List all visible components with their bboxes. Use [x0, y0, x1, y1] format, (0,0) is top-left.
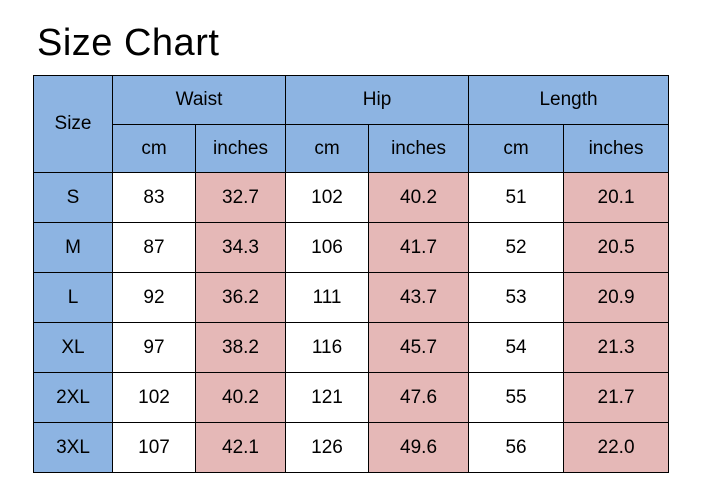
length-inches-cell: 20.9 [563, 272, 670, 323]
waist-cm-cell: 92 [112, 272, 196, 323]
hip-cm-cell: 121 [285, 372, 370, 423]
subheader-length-cm: cm [468, 124, 565, 173]
size-cell: S [33, 172, 113, 223]
table-row: XL 97 38.2 116 45.7 54 21.3 [33, 322, 670, 373]
hip-inches-cell: 45.7 [368, 322, 470, 373]
table-row: M 87 34.3 106 41.7 52 20.5 [33, 222, 670, 273]
size-cell: L [33, 272, 113, 323]
length-cm-cell: 55 [468, 372, 565, 423]
hip-inches-cell: 41.7 [368, 222, 470, 273]
length-cm-cell: 53 [468, 272, 565, 323]
column-group-waist: Waist [111, 75, 287, 125]
size-chart-table: Size Waist Hip Length cm inches cm inche… [33, 75, 670, 473]
hip-inches-cell: 49.6 [368, 422, 470, 473]
size-cell: M [33, 222, 113, 273]
page-title: Size Chart [37, 22, 220, 64]
subheader-length-inches: inches [563, 124, 670, 173]
waist-cm-cell: 97 [112, 322, 196, 373]
waist-inches-cell: 32.7 [194, 172, 287, 223]
waist-inches-cell: 34.3 [194, 222, 287, 273]
waist-inches-cell: 40.2 [194, 372, 287, 423]
waist-inches-cell: 42.1 [194, 422, 287, 473]
waist-cm-cell: 87 [112, 222, 196, 273]
table-row: 3XL 107 42.1 126 49.6 56 22.0 [33, 422, 670, 473]
subheader-waist-inches: inches [194, 124, 287, 173]
length-inches-cell: 21.7 [563, 372, 670, 423]
hip-cm-cell: 116 [285, 322, 370, 373]
table-row: L 92 36.2 111 43.7 53 20.9 [33, 272, 670, 323]
header-unit-row: cm inches cm inches cm inches [34, 124, 670, 173]
waist-cm-cell: 107 [112, 422, 196, 473]
hip-cm-cell: 111 [285, 272, 370, 323]
size-cell: 2XL [33, 372, 113, 423]
length-cm-cell: 52 [468, 222, 565, 273]
subheader-waist-cm: cm [112, 124, 196, 173]
waist-inches-cell: 38.2 [194, 322, 287, 373]
column-group-length: Length [468, 75, 670, 125]
table-row: 2XL 102 40.2 121 47.6 55 21.7 [33, 372, 670, 423]
hip-cm-cell: 106 [285, 222, 370, 273]
length-inches-cell: 22.0 [563, 422, 670, 473]
length-inches-cell: 20.5 [563, 222, 670, 273]
length-inches-cell: 20.1 [563, 172, 670, 223]
subheader-hip-cm: cm [285, 124, 370, 173]
length-cm-cell: 51 [468, 172, 565, 223]
length-inches-cell: 21.3 [563, 322, 670, 373]
header-group-row: Size Waist Hip Length [33, 75, 670, 173]
size-cell: 3XL [33, 422, 113, 473]
column-group-hip: Hip [285, 75, 470, 125]
hip-cm-cell: 102 [285, 172, 370, 223]
table-row: S 83 32.7 102 40.2 51 20.1 [33, 172, 670, 223]
hip-inches-cell: 40.2 [368, 172, 470, 223]
waist-cm-cell: 83 [112, 172, 196, 223]
column-header-size: Size [33, 75, 113, 173]
length-cm-cell: 56 [468, 422, 565, 473]
hip-cm-cell: 126 [285, 422, 370, 473]
subheader-hip-inches: inches [368, 124, 470, 173]
waist-cm-cell: 102 [112, 372, 196, 423]
length-cm-cell: 54 [468, 322, 565, 373]
hip-inches-cell: 43.7 [368, 272, 470, 323]
size-cell: XL [33, 322, 113, 373]
waist-inches-cell: 36.2 [194, 272, 287, 323]
hip-inches-cell: 47.6 [368, 372, 470, 423]
